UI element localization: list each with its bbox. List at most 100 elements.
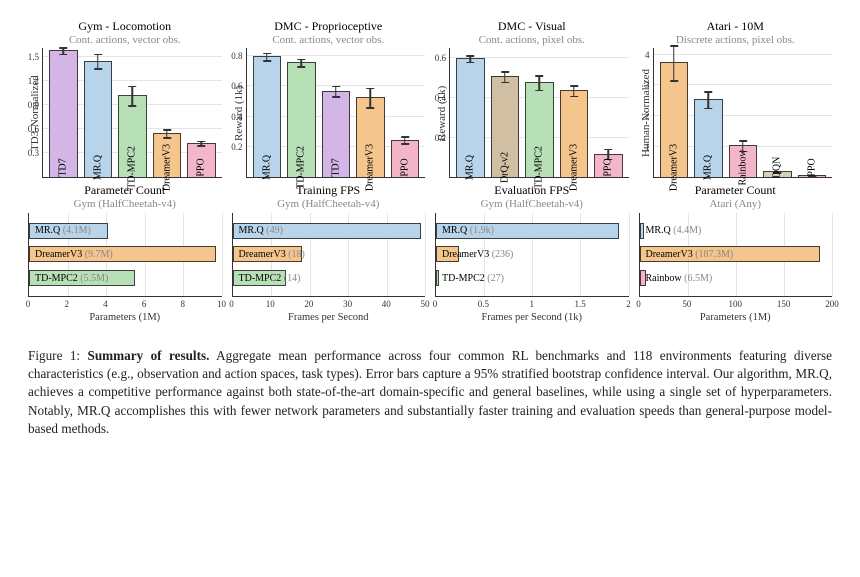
panel-title: Evaluation FPSGym (HalfCheetah-v4)	[435, 184, 629, 210]
hbar-label: TD-MPC2 (5.5M)	[35, 273, 108, 284]
horizontal-bar-chart: MR.Q (4.1M) DreamerV3 (9.7M) TD-MPC2 (5.5M…	[28, 213, 222, 333]
hbar-label: MR.Q (1.9k)	[442, 225, 494, 236]
bar-label: MR.Q	[703, 155, 714, 180]
panel-title: Gym - LocomotionCont. actions, vector ob…	[28, 20, 222, 46]
chart-panel-row1-1: DMC - ProprioceptiveCont. actions, vecto…	[232, 20, 426, 178]
bar-label: PPO	[603, 159, 614, 177]
hbar-label: Rainbow (6.5M)	[646, 273, 713, 284]
bar-dreamerv3: DreamerV3	[660, 62, 689, 177]
bar-rainbow: Rainbow	[729, 145, 758, 177]
x-axis-label: Parameters (1M)	[28, 312, 222, 323]
hbar-row-dreamerv3: DreamerV3 (9.7M)	[29, 245, 222, 263]
chart-panel-row1-2: DMC - VisualCont. actions, pixel obs.Rew…	[435, 20, 629, 178]
x-axis: 00.511.52	[435, 297, 629, 311]
bar-ppo: PPO	[594, 154, 623, 178]
panel-title: Training FPSGym (HalfCheetah-v4)	[232, 184, 426, 210]
bar-label: PPO	[196, 159, 207, 177]
bar-mrq: MR.Q	[456, 58, 485, 177]
hbar-label: TD-MPC2 (14)	[239, 273, 301, 284]
bar-dreamerv3: DreamerV3	[153, 133, 182, 177]
panel-title: DMC - VisualCont. actions, pixel obs.	[435, 20, 629, 46]
bar-label: MR.Q	[261, 155, 272, 180]
x-axis: 050100150200	[639, 297, 833, 311]
hbar-label: DreamerV3 (9.7M)	[35, 249, 113, 260]
bar-drqv2: DrQ-v2	[491, 76, 520, 177]
bar-dreamerv3: DreamerV3	[356, 97, 385, 177]
bar-chart: Reward (1k)0.20.40.60.8MR.QTD-MPC2TD7Dre…	[232, 48, 426, 178]
bar-chart: Reward (1k)0.20.40.6MR.QDrQ-v2TD-MPC2Dre…	[435, 48, 629, 178]
hbar-row-tdmpc2: TD-MPC2 (27)	[436, 269, 629, 287]
hbar-row-tdmpc2: TD-MPC2 (5.5M)	[29, 269, 222, 287]
bar-ppo: PPO	[798, 175, 827, 177]
bar-tdmpc2: TD-MPC2	[525, 82, 554, 177]
bar-ppo: PPO	[187, 143, 216, 178]
bar-label: DQN	[772, 157, 783, 179]
plot-area: MR.Q (1.9k) DreamerV3 (236) TD-MPC2 (27)	[435, 213, 629, 297]
hbar	[436, 270, 439, 286]
hbar-label: DreamerV3 (18)	[239, 249, 305, 260]
bar-mrq: MR.Q	[694, 99, 723, 177]
panel-title: DMC - ProprioceptiveCont. actions, vecto…	[232, 20, 426, 46]
hbar-row-dreamerv3: DreamerV3 (18)	[233, 245, 426, 263]
caption-bold: Summary of results.	[88, 348, 210, 363]
panel-title: Atari - 10MDiscrete actions, pixel obs.	[639, 20, 833, 46]
hbar-row-mrq: MR.Q (4.1M)	[29, 222, 222, 240]
hbar-row-mrq: MR.Q (1.9k)	[436, 222, 629, 240]
chart-panel-row2-2: Evaluation FPSGym (HalfCheetah-v4) MR.Q (…	[435, 184, 629, 332]
hbar-label: MR.Q (49)	[239, 225, 283, 236]
horizontal-bar-chart: MR.Q (49) DreamerV3 (18) TD-MPC2 (14) 01020…	[232, 213, 426, 333]
bar-td7: TD7	[322, 91, 351, 178]
bar-chart: Human-Normalized1234DreamerV3MR.QRainbow…	[639, 48, 833, 178]
hbar-row-dreamerv3: DreamerV3 (187.3M)	[640, 245, 833, 263]
plot-area: MR.Q (4.1M) DreamerV3 (9.7M) TD-MPC2 (5.5M…	[28, 213, 222, 297]
bar-label: PPO	[806, 159, 817, 177]
chart-grid: Gym - LocomotionCont. actions, vector ob…	[28, 20, 832, 333]
hbar-row-tdmpc2: TD-MPC2 (14)	[233, 269, 426, 287]
plot-area: MR.Q (4.4M) DreamerV3 (187.3M) Rainbow (6.…	[639, 213, 833, 297]
hbar-label: TD-MPC2 (27)	[442, 273, 504, 284]
chart-panel-row2-0: Parameter CountGym (HalfCheetah-v4) MR.Q …	[28, 184, 222, 332]
hbar	[640, 223, 644, 239]
hbar-row-dreamerv3: DreamerV3 (236)	[436, 245, 629, 263]
bar-label: TD7	[58, 159, 69, 177]
bar-label: Rainbow	[737, 150, 748, 186]
horizontal-bar-chart: MR.Q (4.4M) DreamerV3 (187.3M) Rainbow (6.…	[639, 213, 833, 333]
bar-tdmpc2: TD-MPC2	[118, 95, 147, 177]
chart-panel-row1-0: Gym - LocomotionCont. actions, vector ob…	[28, 20, 222, 178]
figure-caption: Figure 1: Summary of results. Aggregate …	[28, 347, 832, 438]
plot-area: 1234DreamerV3MR.QRainbowDQNPPO	[653, 48, 833, 178]
plot-area: 0.20.40.60.8MR.QTD-MPC2TD7DreamerV3PPO	[246, 48, 426, 178]
hbar-row-mrq: MR.Q (4.4M)	[640, 222, 833, 240]
bar-chart: TD3-Normalized0.30.60.91.21.5TD7MR.QTD-M…	[28, 48, 222, 178]
figure-1: Gym - LocomotionCont. actions, vector ob…	[28, 20, 832, 438]
bar-mrq: MR.Q	[84, 61, 113, 178]
plot-area: 0.20.40.6MR.QDrQ-v2TD-MPC2DreamerV3PPO	[449, 48, 629, 178]
hbar-label: MR.Q (4.4M)	[646, 225, 702, 236]
chart-panel-row2-3: Parameter CountAtari (Any) MR.Q (4.4M) Dre…	[639, 184, 833, 332]
plot-area: 0.30.60.91.21.5TD7MR.QTD-MPC2DreamerV3PP…	[42, 48, 222, 178]
hbar-label: DreamerV3 (236)	[442, 249, 513, 260]
bar-label: DrQ-v2	[499, 152, 510, 183]
horizontal-bar-chart: MR.Q (1.9k) DreamerV3 (236) TD-MPC2 (27) 00…	[435, 213, 629, 333]
bar-tdmpc2: TD-MPC2	[287, 62, 316, 177]
bar-dreamerv3: DreamerV3	[560, 90, 589, 177]
panel-title: Parameter CountAtari (Any)	[639, 184, 833, 210]
hbar-row-rainbow: Rainbow (6.5M)	[640, 269, 833, 287]
x-axis: 0246810	[28, 297, 222, 311]
caption-lead: Figure 1:	[28, 348, 88, 363]
x-axis-label: Parameters (1M)	[639, 312, 833, 323]
bar-label: MR.Q	[465, 155, 476, 180]
hbar-label: DreamerV3 (187.3M)	[646, 249, 734, 260]
bar-mrq: MR.Q	[253, 56, 282, 177]
panel-title: Parameter CountGym (HalfCheetah-v4)	[28, 184, 222, 210]
bar-label: MR.Q	[92, 155, 103, 180]
bar-ppo: PPO	[391, 140, 420, 178]
plot-area: MR.Q (49) DreamerV3 (18) TD-MPC2 (14)	[232, 213, 426, 297]
bar-dqn: DQN	[763, 171, 792, 177]
x-axis: 01020304050	[232, 297, 426, 311]
hbar-row-mrq: MR.Q (49)	[233, 222, 426, 240]
chart-panel-row2-1: Training FPSGym (HalfCheetah-v4) MR.Q (49…	[232, 184, 426, 332]
hbar-label: MR.Q (4.1M)	[35, 225, 91, 236]
bar-td7: TD7	[49, 50, 78, 177]
bar-label: PPO	[399, 159, 410, 177]
